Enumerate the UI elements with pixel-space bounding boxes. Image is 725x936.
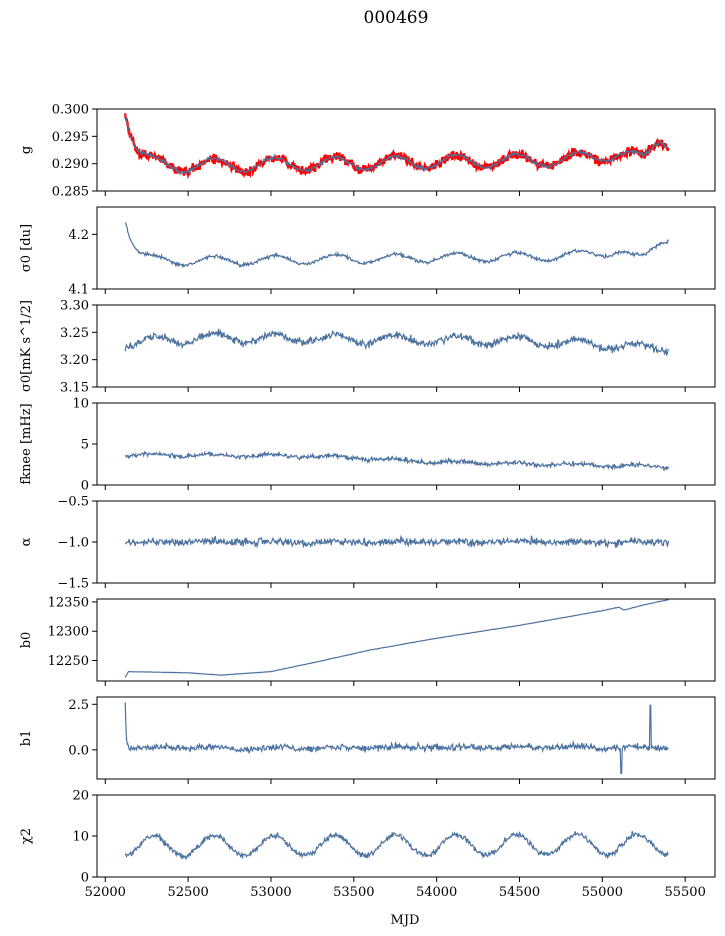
y-axis-label-sigma0K: σ0[mK s^1/2] — [19, 300, 34, 392]
panel-sigma0: 4.1 4.2 σ0 [du] — [19, 206, 716, 298]
x-tick-label-3: 53500 — [333, 885, 374, 900]
series-g — [124, 112, 669, 175]
series-sigma0K — [124, 328, 670, 357]
series-sigma0 — [124, 222, 670, 269]
x-tick-label-6: 55000 — [582, 885, 623, 900]
y-tick-label-chi2-0: 0 — [81, 871, 89, 886]
x-tick-label-2: 53000 — [250, 885, 291, 900]
chart-title: 000469 — [364, 8, 429, 28]
y-tick-label-alpha-0: −1.5 — [57, 577, 89, 592]
y-tick-label-b0-0: 12250 — [48, 654, 89, 669]
y-tick-label-g-2: 0.295 — [52, 130, 89, 145]
x-axis-label: MJD — [391, 913, 420, 928]
series-fknee — [124, 450, 670, 471]
y-tick-label-fknee-2: 10 — [72, 397, 89, 412]
series-b1 — [124, 702, 670, 775]
y-tick-label-alpha-2: −0.5 — [57, 495, 89, 510]
x-tick-label-1: 52500 — [167, 885, 208, 900]
y-axis-label-sigma0: σ0 [du] — [19, 224, 34, 272]
y-tick-label-g-3: 0.300 — [52, 103, 89, 118]
panel-b1: 0.0 2.5 b1 — [19, 696, 716, 784]
y-axis-label-b0: b0 — [19, 632, 34, 649]
axes-frame-b0 — [96, 598, 716, 682]
series-alpha — [124, 534, 670, 549]
axes-frame-b1 — [96, 696, 716, 780]
y-tick-label-fknee-1: 5 — [81, 438, 89, 453]
y-tick-label-b1-0: 0.0 — [68, 743, 89, 758]
panel-g: 0.285 0.290 0.295 0.300 g — [19, 103, 716, 200]
series-chi2 — [124, 830, 669, 860]
y-tick-label-g-0: 0.285 — [52, 185, 89, 200]
y-tick-label-chi2-2: 20 — [72, 789, 89, 804]
y-tick-label-b0-1: 12300 — [48, 625, 89, 640]
y-axis-label-b1: b1 — [19, 730, 34, 747]
x-tick-label-7: 55500 — [664, 885, 705, 900]
x-tick-label-4: 54000 — [416, 885, 457, 900]
panel-b0: 12250 12300 12350 b0 — [19, 595, 716, 686]
y-tick-label-chi2-1: 10 — [72, 830, 89, 845]
y-tick-label-b1-1: 2.5 — [68, 698, 89, 713]
y-axis-label-chi2: χ2 — [19, 828, 34, 844]
axes-frame-sigma0K — [96, 304, 716, 388]
axes-frame-g — [96, 108, 716, 192]
x-tick-label-5: 54500 — [499, 885, 540, 900]
y-tick-label-fknee-0: 0 — [81, 479, 89, 494]
y-tick-label-sigma0K-3: 3.30 — [60, 299, 89, 314]
panel-sigma0K: 3.15 3.20 3.25 3.30 σ0[mK s^1/2] — [19, 299, 716, 396]
series-g-overlay — [124, 113, 670, 180]
y-axis-label-fknee: fknee [mHz] — [19, 403, 34, 484]
y-tick-label-sigma0K-2: 3.25 — [60, 326, 89, 341]
y-tick-label-g-1: 0.290 — [52, 157, 89, 172]
y-tick-label-sigma0K-1: 3.20 — [60, 353, 89, 368]
y-tick-label-sigma0-0: 4.1 — [68, 283, 89, 298]
series-b0 — [124, 599, 669, 678]
panel-fknee: 0 5 10 fknee [mHz] — [19, 397, 716, 494]
axes-frame-fknee — [96, 402, 716, 486]
y-axis-label-g: g — [19, 146, 34, 154]
axes-frame-chi2 — [96, 794, 716, 878]
panel-alpha: −1.5 −1.0 −0.5 α — [19, 495, 716, 592]
y-tick-label-sigma0-1: 4.2 — [68, 228, 89, 243]
y-tick-label-alpha-1: −1.0 — [57, 536, 89, 551]
y-tick-label-b0-2: 12350 — [48, 595, 89, 610]
panel-chi2: 0 10 20 52000 52500 53000 53500 54000 54500 55000… — [19, 789, 716, 900]
x-tick-label-0: 52000 — [85, 885, 126, 900]
axes-frame-sigma0 — [96, 206, 716, 290]
y-tick-label-sigma0K-0: 3.15 — [60, 381, 89, 396]
y-axis-label-alpha: α — [19, 537, 34, 546]
